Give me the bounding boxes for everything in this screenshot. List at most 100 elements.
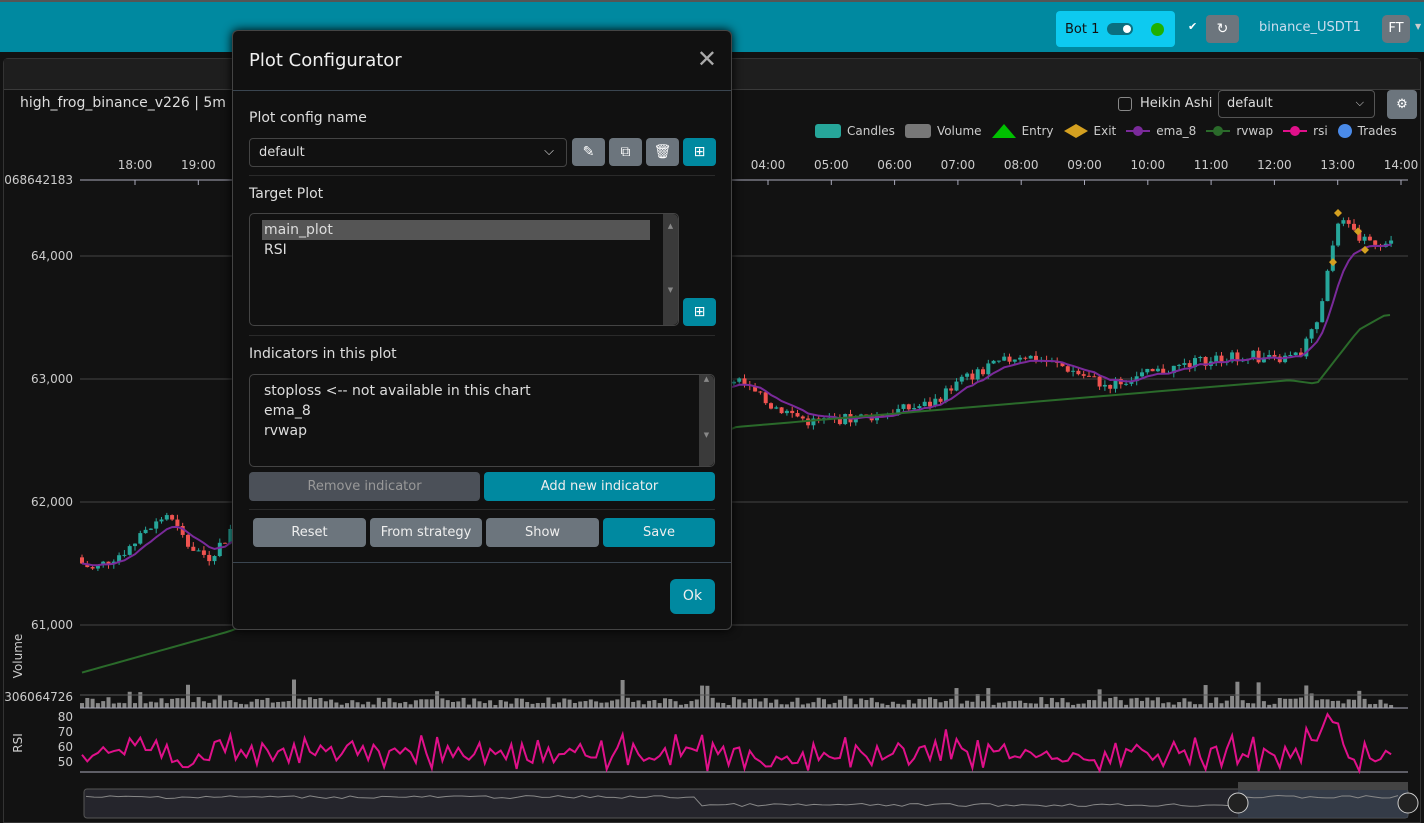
add-plot-button[interactable]: ⊞	[683, 298, 716, 326]
target-plot-list[interactable]: main_plot RSI ▲ ▼	[249, 213, 679, 326]
indicators-list[interactable]: stoploss <-- not available in this chart…	[249, 374, 715, 467]
ok-button[interactable]: Ok	[670, 579, 715, 614]
candle-body	[143, 529, 148, 534]
price-tick-label: 61,000	[31, 618, 73, 632]
candle-body	[180, 525, 185, 535]
volume-bar	[1272, 703, 1277, 708]
indicator-option[interactable]: stoploss <-- not available in this chart	[264, 383, 531, 399]
candle-body	[779, 407, 784, 414]
volume-bar	[307, 697, 312, 708]
volume-bar	[689, 701, 694, 708]
volume-bar	[239, 703, 243, 708]
volume-bar	[604, 702, 609, 708]
close-icon[interactable]: ✕	[696, 45, 717, 73]
rename-button[interactable]: ✎	[572, 138, 605, 166]
volume-bar	[896, 703, 901, 708]
target-plot-option[interactable]: main_plot	[262, 220, 650, 240]
exit-marker	[1334, 208, 1342, 217]
legend-item-ema_8[interactable]: ema_8	[1126, 124, 1196, 138]
volume-bar	[1219, 703, 1224, 708]
footer-divider	[233, 562, 731, 563]
candle-body	[1309, 329, 1314, 339]
add-indicator-button[interactable]: Add new indicator	[484, 472, 715, 501]
candle-body	[1346, 220, 1351, 224]
caret-down-icon[interactable]: ▼	[1415, 22, 1422, 31]
add-config-button[interactable]: ⊞	[683, 138, 716, 166]
divider	[249, 509, 715, 510]
volume-bar	[673, 701, 678, 708]
candle-body	[1219, 355, 1224, 363]
bot-toggle[interactable]	[1107, 23, 1134, 35]
volume-bar	[1102, 701, 1107, 708]
legend-item-entry[interactable]: Entry	[991, 124, 1054, 138]
candle-body	[1357, 229, 1362, 241]
legend-item-candles[interactable]: Candles	[815, 124, 895, 138]
volume-bar	[912, 703, 917, 708]
candle-body	[1330, 245, 1335, 271]
legend-label: ema_8	[1156, 124, 1197, 138]
candle-body	[191, 546, 196, 551]
legend-label: Trades	[1357, 124, 1397, 138]
volume-bar	[1378, 699, 1383, 708]
volume-bar	[286, 701, 291, 708]
volume-bar	[318, 697, 323, 708]
candle-body	[1230, 352, 1235, 362]
duplicate-button[interactable]: ⧉	[609, 138, 642, 166]
candle-body	[981, 369, 985, 375]
volume-bar	[1034, 703, 1038, 708]
show-button[interactable]: Show	[486, 518, 599, 547]
bot-selector[interactable]: Bot 1	[1056, 11, 1175, 47]
config-name-select[interactable]: default ⌵	[249, 138, 567, 167]
candle-body	[223, 542, 228, 544]
volume-bar	[519, 698, 524, 708]
candle-body	[101, 561, 106, 565]
volume-bar	[1182, 698, 1187, 708]
plot-config-gear-button[interactable]: ⚙	[1387, 90, 1417, 119]
indicator-option[interactable]: rvwap	[264, 423, 307, 439]
candle-body	[1092, 376, 1097, 378]
volume-bar	[1087, 699, 1091, 708]
candle-body	[1060, 362, 1065, 367]
candle-body	[196, 550, 201, 552]
from-strategy-button[interactable]: From strategy	[370, 518, 482, 547]
divider	[249, 175, 715, 176]
scrollbar[interactable]: ▲ ▼	[663, 214, 678, 325]
volume-bar	[175, 698, 180, 708]
volume-bar	[85, 697, 90, 708]
volume-bar	[164, 703, 169, 708]
legend-item-volume[interactable]: Volume	[904, 124, 982, 138]
legend-item-exit[interactable]: Exit	[1063, 124, 1116, 138]
price-tick-label: 64,000	[31, 249, 73, 263]
refresh-button[interactable]: ↻	[1206, 15, 1239, 43]
target-plot-option[interactable]: RSI	[264, 242, 287, 258]
legend-item-trades[interactable]: Trades	[1337, 124, 1397, 138]
volume-bar	[525, 702, 530, 708]
scrollbar[interactable]: ▲ ▼	[699, 375, 714, 466]
indicator-option[interactable]: ema_8	[264, 403, 311, 419]
heikin-ashi-checkbox[interactable]: Heikin Ashi	[1118, 96, 1212, 111]
plot-config-select[interactable]: default ⌵	[1218, 90, 1375, 118]
candle-body	[790, 410, 795, 414]
save-button[interactable]: Save	[603, 518, 715, 547]
volume-bar	[700, 685, 705, 708]
volume-bar	[599, 702, 604, 708]
volume-bar	[334, 702, 339, 708]
legend-item-rvwap[interactable]: rvwap	[1206, 124, 1273, 138]
volume-bar	[276, 701, 281, 708]
volume-bar	[959, 703, 964, 708]
remove-indicator-button[interactable]: Remove indicator	[249, 472, 480, 501]
volume-bar	[811, 702, 816, 708]
volume-bar	[928, 697, 932, 708]
candle-body	[1203, 357, 1208, 366]
exit-marker	[1354, 227, 1362, 236]
reset-button[interactable]: Reset	[253, 518, 366, 547]
legend-label: Volume	[936, 124, 982, 138]
user-avatar[interactable]: FT	[1382, 15, 1410, 43]
volume-bar	[1150, 700, 1155, 708]
delete-button[interactable]: 🗑	[646, 138, 679, 166]
checkbox-box[interactable]	[1118, 96, 1132, 111]
candle-body	[1071, 370, 1076, 372]
legend-item-rsi[interactable]: rsi	[1283, 124, 1328, 138]
volume-bar	[339, 704, 344, 708]
volume-bar	[784, 704, 789, 708]
